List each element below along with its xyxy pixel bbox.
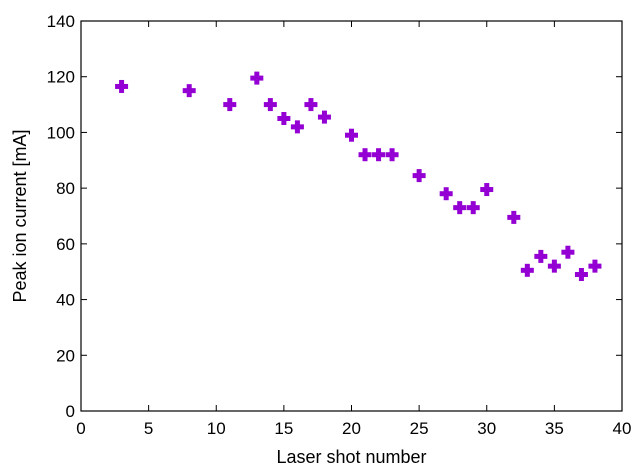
data-point: [507, 210, 521, 224]
y-tick-label: 140: [47, 12, 75, 31]
data-point: [439, 187, 453, 201]
data-point: [317, 110, 331, 124]
x-tick-label: 5: [144, 419, 153, 438]
y-tick-label: 20: [56, 346, 75, 365]
x-axis-label: Laser shot number: [276, 447, 426, 467]
y-tick-label: 100: [47, 123, 75, 142]
data-point: [277, 112, 291, 125]
x-tick-label: 25: [410, 419, 429, 438]
x-tick-label: 40: [613, 419, 632, 438]
data-point: [520, 263, 534, 277]
data-point: [115, 79, 129, 93]
data-point: [534, 249, 548, 263]
data-point: [412, 169, 426, 183]
data-point: [372, 148, 386, 162]
data-point: [547, 259, 561, 273]
data-points: [115, 71, 602, 281]
x-tick-label: 20: [342, 419, 361, 438]
axis-ticks: 0 5 10 15 20 25 30 35 40 0 20 40 60 80 100 120 140: [47, 12, 632, 438]
data-point: [250, 71, 264, 85]
data-point: [453, 201, 467, 215]
y-axis-label: Peak ion current [mA]: [10, 129, 30, 302]
data-point: [290, 120, 304, 134]
data-point: [182, 84, 196, 98]
data-point: [304, 98, 318, 112]
data-point: [561, 245, 575, 259]
data-point: [574, 268, 588, 281]
plot-frame: [80, 20, 623, 412]
y-tick-label: 60: [56, 235, 75, 254]
y-tick-label: 0: [66, 402, 75, 421]
data-point: [466, 201, 480, 215]
y-tick-label: 80: [56, 179, 75, 198]
x-tick-label: 0: [76, 419, 85, 438]
data-point: [263, 98, 277, 112]
x-tick-label: 15: [274, 419, 293, 438]
x-tick-label: 30: [477, 419, 496, 438]
data-point: [223, 98, 237, 112]
data-point: [385, 148, 399, 162]
y-tick-label: 40: [56, 291, 75, 310]
data-point: [588, 259, 602, 273]
data-point: [345, 128, 358, 142]
data-point: [480, 183, 494, 197]
y-tick-label: 120: [47, 68, 75, 87]
x-tick-label: 10: [207, 419, 226, 438]
x-tick-label: 35: [545, 419, 564, 438]
data-point: [358, 148, 372, 162]
